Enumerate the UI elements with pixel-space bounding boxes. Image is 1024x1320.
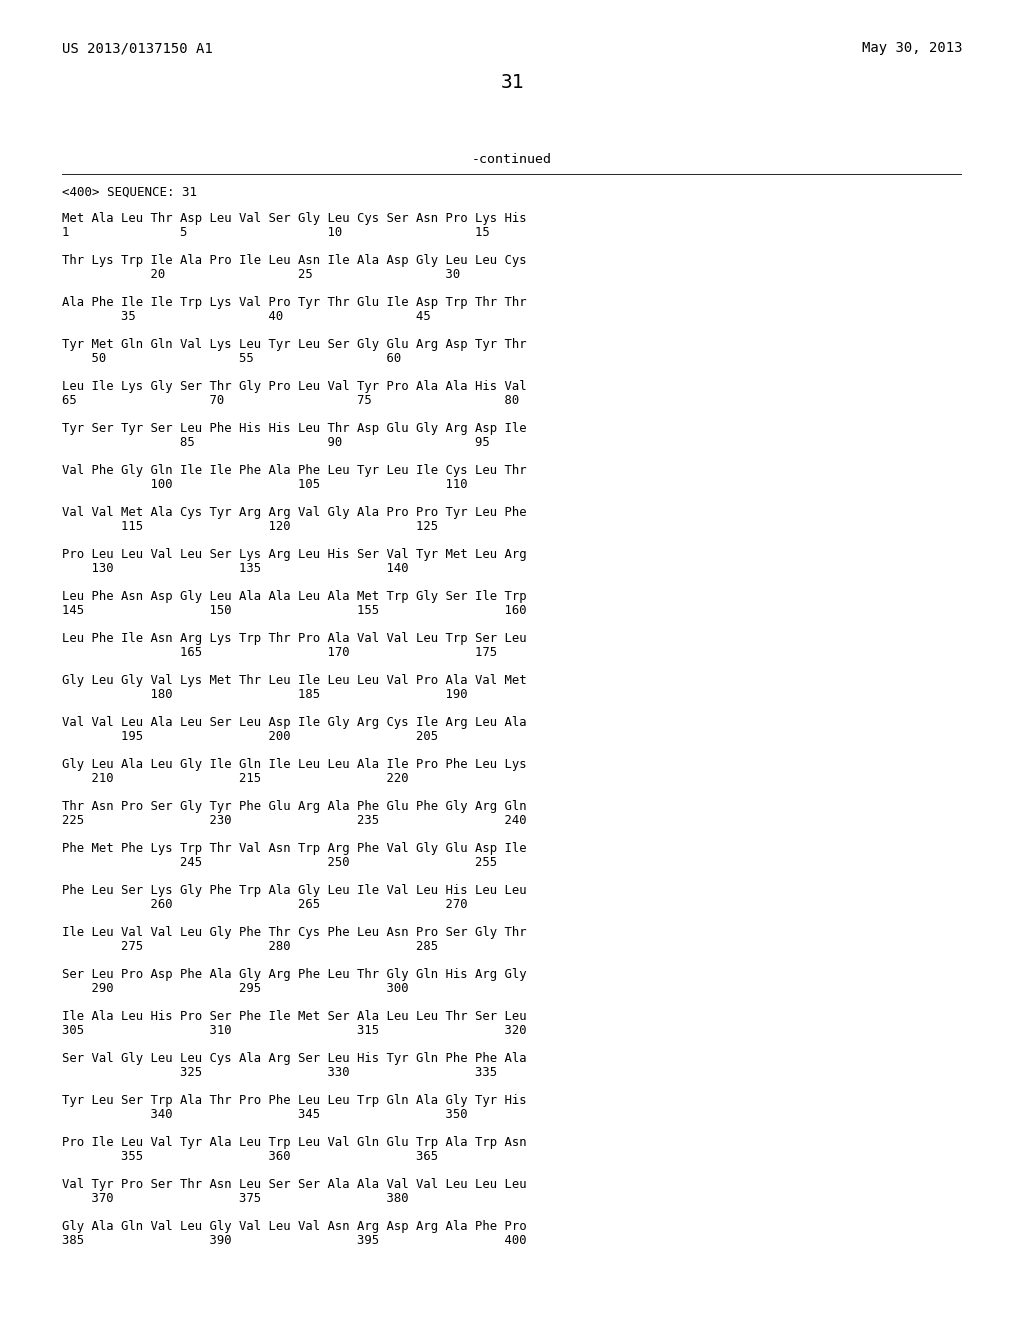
Text: Tyr Ser Tyr Ser Leu Phe His His Leu Thr Asp Glu Gly Arg Asp Ile: Tyr Ser Tyr Ser Leu Phe His His Leu Thr … [62,422,526,436]
Text: 325                 330                 335: 325 330 335 [62,1067,497,1078]
Text: 245                 250                 255: 245 250 255 [62,855,497,869]
Text: Ile Leu Val Val Leu Gly Phe Thr Cys Phe Leu Asn Pro Ser Gly Thr: Ile Leu Val Val Leu Gly Phe Thr Cys Phe … [62,927,526,939]
Text: Val Tyr Pro Ser Thr Asn Leu Ser Ser Ala Ala Val Val Leu Leu Leu: Val Tyr Pro Ser Thr Asn Leu Ser Ser Ala … [62,1177,526,1191]
Text: 1               5                   10                  15: 1 5 10 15 [62,226,489,239]
Text: Ser Val Gly Leu Leu Cys Ala Arg Ser Leu His Tyr Gln Phe Phe Ala: Ser Val Gly Leu Leu Cys Ala Arg Ser Leu … [62,1052,526,1065]
Text: 115                 120                 125: 115 120 125 [62,520,438,533]
Text: -continued: -continued [472,153,552,166]
Text: Phe Met Phe Lys Trp Thr Val Asn Trp Arg Phe Val Gly Glu Asp Ile: Phe Met Phe Lys Trp Thr Val Asn Trp Arg … [62,842,526,855]
Text: 225                 230                 235                 240: 225 230 235 240 [62,814,526,828]
Text: Thr Asn Pro Ser Gly Tyr Phe Glu Arg Ala Phe Glu Phe Gly Arg Gln: Thr Asn Pro Ser Gly Tyr Phe Glu Arg Ala … [62,800,526,813]
Text: 100                 105                 110: 100 105 110 [62,478,468,491]
Text: 50                  55                  60: 50 55 60 [62,352,401,366]
Text: 180                 185                 190: 180 185 190 [62,688,468,701]
Text: Leu Ile Lys Gly Ser Thr Gly Pro Leu Val Tyr Pro Ala Ala His Val: Leu Ile Lys Gly Ser Thr Gly Pro Leu Val … [62,380,526,393]
Text: Ser Leu Pro Asp Phe Ala Gly Arg Phe Leu Thr Gly Gln His Arg Gly: Ser Leu Pro Asp Phe Ala Gly Arg Phe Leu … [62,968,526,981]
Text: 195                 200                 205: 195 200 205 [62,730,438,743]
Text: 85                  90                  95: 85 90 95 [62,436,489,449]
Text: 275                 280                 285: 275 280 285 [62,940,438,953]
Text: Ala Phe Ile Ile Trp Lys Val Pro Tyr Thr Glu Ile Asp Trp Thr Thr: Ala Phe Ile Ile Trp Lys Val Pro Tyr Thr … [62,296,526,309]
Text: 370                 375                 380: 370 375 380 [62,1192,409,1205]
Text: <400> SEQUENCE: 31: <400> SEQUENCE: 31 [62,186,197,199]
Text: May 30, 2013: May 30, 2013 [861,41,962,55]
Text: Leu Phe Ile Asn Arg Lys Trp Thr Pro Ala Val Val Leu Trp Ser Leu: Leu Phe Ile Asn Arg Lys Trp Thr Pro Ala … [62,632,526,645]
Text: 305                 310                 315                 320: 305 310 315 320 [62,1024,526,1038]
Text: Leu Phe Asn Asp Gly Leu Ala Ala Leu Ala Met Trp Gly Ser Ile Trp: Leu Phe Asn Asp Gly Leu Ala Ala Leu Ala … [62,590,526,603]
Text: Ile Ala Leu His Pro Ser Phe Ile Met Ser Ala Leu Leu Thr Ser Leu: Ile Ala Leu His Pro Ser Phe Ile Met Ser … [62,1010,526,1023]
Text: 65                  70                  75                  80: 65 70 75 80 [62,393,519,407]
Text: 385                 390                 395                 400: 385 390 395 400 [62,1234,526,1247]
Text: Val Phe Gly Gln Ile Ile Phe Ala Phe Leu Tyr Leu Ile Cys Leu Thr: Val Phe Gly Gln Ile Ile Phe Ala Phe Leu … [62,465,526,477]
Text: Gly Leu Gly Val Lys Met Thr Leu Ile Leu Leu Val Pro Ala Val Met: Gly Leu Gly Val Lys Met Thr Leu Ile Leu … [62,675,526,686]
Text: 31: 31 [501,73,523,92]
Text: 165                 170                 175: 165 170 175 [62,645,497,659]
Text: US 2013/0137150 A1: US 2013/0137150 A1 [62,41,213,55]
Text: Tyr Met Gln Gln Val Lys Leu Tyr Leu Ser Gly Glu Arg Asp Tyr Thr: Tyr Met Gln Gln Val Lys Leu Tyr Leu Ser … [62,338,526,351]
Text: 20                  25                  30: 20 25 30 [62,268,460,281]
Text: Phe Leu Ser Lys Gly Phe Trp Ala Gly Leu Ile Val Leu His Leu Leu: Phe Leu Ser Lys Gly Phe Trp Ala Gly Leu … [62,884,526,898]
Text: Val Val Met Ala Cys Tyr Arg Arg Val Gly Ala Pro Pro Tyr Leu Phe: Val Val Met Ala Cys Tyr Arg Arg Val Gly … [62,506,526,519]
Text: 145                 150                 155                 160: 145 150 155 160 [62,605,526,616]
Text: Pro Ile Leu Val Tyr Ala Leu Trp Leu Val Gln Glu Trp Ala Trp Asn: Pro Ile Leu Val Tyr Ala Leu Trp Leu Val … [62,1137,526,1148]
Text: 340                 345                 350: 340 345 350 [62,1107,468,1121]
Text: Gly Ala Gln Val Leu Gly Val Leu Val Asn Arg Asp Arg Ala Phe Pro: Gly Ala Gln Val Leu Gly Val Leu Val Asn … [62,1220,526,1233]
Text: Val Val Leu Ala Leu Ser Leu Asp Ile Gly Arg Cys Ile Arg Leu Ala: Val Val Leu Ala Leu Ser Leu Asp Ile Gly … [62,715,526,729]
Text: Thr Lys Trp Ile Ala Pro Ile Leu Asn Ile Ala Asp Gly Leu Leu Cys: Thr Lys Trp Ile Ala Pro Ile Leu Asn Ile … [62,253,526,267]
Text: 290                 295                 300: 290 295 300 [62,982,409,995]
Text: Met Ala Leu Thr Asp Leu Val Ser Gly Leu Cys Ser Asn Pro Lys His: Met Ala Leu Thr Asp Leu Val Ser Gly Leu … [62,213,526,224]
Text: 260                 265                 270: 260 265 270 [62,898,468,911]
Text: 355                 360                 365: 355 360 365 [62,1150,438,1163]
Text: 130                 135                 140: 130 135 140 [62,562,409,576]
Text: Gly Leu Ala Leu Gly Ile Gln Ile Leu Leu Ala Ile Pro Phe Leu Lys: Gly Leu Ala Leu Gly Ile Gln Ile Leu Leu … [62,758,526,771]
Text: Pro Leu Leu Val Leu Ser Lys Arg Leu His Ser Val Tyr Met Leu Arg: Pro Leu Leu Val Leu Ser Lys Arg Leu His … [62,548,526,561]
Text: Tyr Leu Ser Trp Ala Thr Pro Phe Leu Leu Trp Gln Ala Gly Tyr His: Tyr Leu Ser Trp Ala Thr Pro Phe Leu Leu … [62,1094,526,1107]
Text: 210                 215                 220: 210 215 220 [62,772,409,785]
Text: 35                  40                  45: 35 40 45 [62,310,431,323]
